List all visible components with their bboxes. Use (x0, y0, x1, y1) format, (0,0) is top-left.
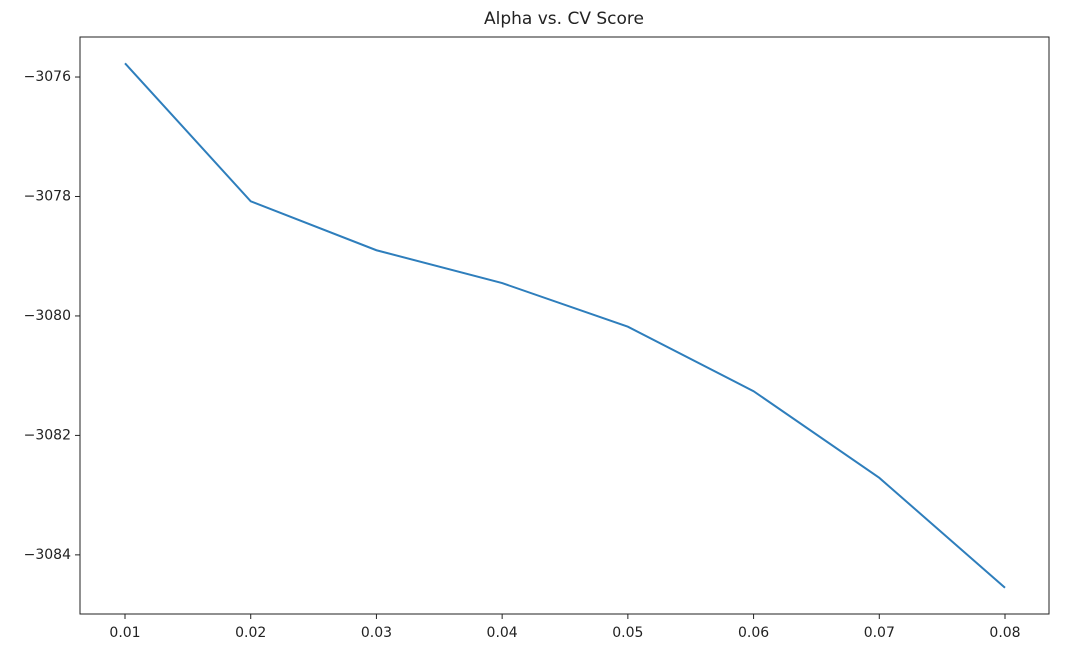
chart-title: Alpha vs. CV Score (484, 9, 644, 29)
y-tick-label: −3082 (24, 427, 71, 443)
y-tick-label: −3078 (24, 188, 71, 204)
x-tick-label: 0.04 (487, 625, 518, 641)
x-tick-label: 0.02 (235, 625, 266, 641)
line-series (124, 62, 1006, 589)
x-tick-label: 0.06 (738, 625, 769, 641)
plot-frame (79, 36, 1050, 615)
y-tick-label: −3076 (24, 69, 71, 85)
x-tick-label: 0.08 (989, 625, 1020, 641)
x-tick-label: 0.03 (361, 625, 392, 641)
y-tick-label: −3084 (24, 547, 71, 563)
x-tick-label: 0.05 (612, 625, 643, 641)
x-tick-label: 0.07 (864, 625, 895, 641)
x-tick-label: 0.01 (109, 625, 140, 641)
y-tick-label: −3080 (24, 308, 71, 324)
